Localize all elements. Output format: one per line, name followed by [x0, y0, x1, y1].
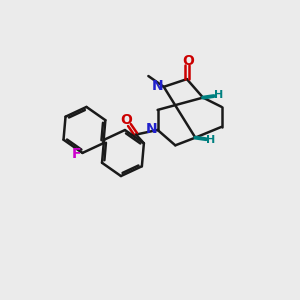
Text: F: F — [71, 147, 81, 161]
Text: H: H — [214, 90, 223, 100]
Text: H: H — [206, 135, 215, 145]
Text: O: O — [182, 54, 194, 68]
Text: N: N — [152, 79, 164, 93]
Text: O: O — [120, 113, 132, 127]
Text: N: N — [146, 122, 157, 136]
